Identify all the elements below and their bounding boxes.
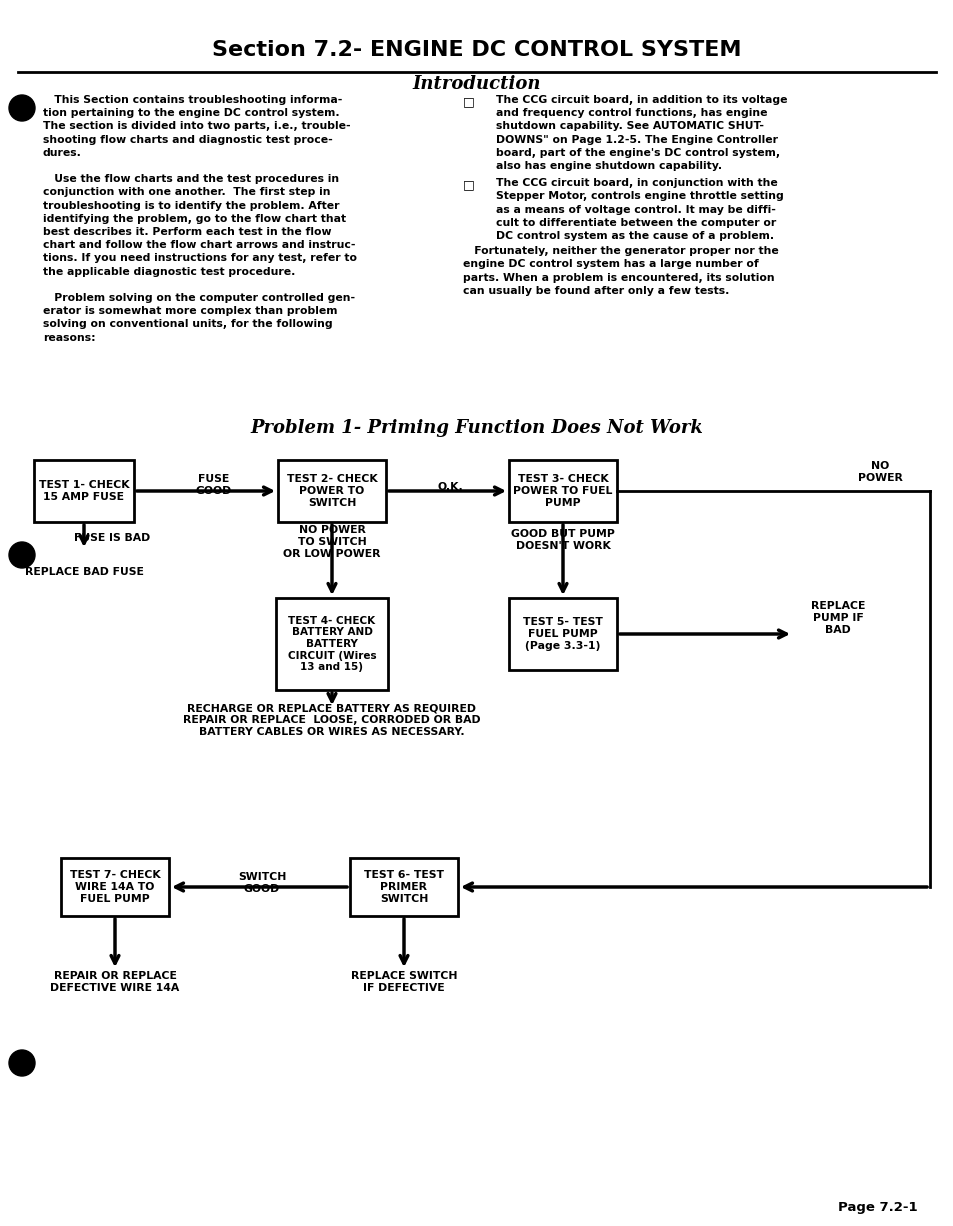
Text: SWITCH
GOOD: SWITCH GOOD [237,872,286,894]
Circle shape [9,1049,35,1076]
Text: Section 7.2- ENGINE DC CONTROL SYSTEM: Section 7.2- ENGINE DC CONTROL SYSTEM [212,40,741,60]
Text: troubleshooting is to identify the problem. After: troubleshooting is to identify the probl… [43,201,339,211]
Text: The CCG circuit board, in addition to its voltage: The CCG circuit board, in addition to it… [496,94,786,105]
Text: DOWNS" on Page 1.2-5. The Engine Controller: DOWNS" on Page 1.2-5. The Engine Control… [496,135,778,145]
Text: tions. If you need instructions for any test, refer to: tions. If you need instructions for any … [43,254,356,264]
Circle shape [9,542,35,568]
Bar [350,858,457,916]
Text: can usually be found after only a few tests.: can usually be found after only a few te… [462,286,729,295]
Text: engine DC control system has a large number of: engine DC control system has a large num… [462,260,758,270]
Text: best describes it. Perform each test in the flow: best describes it. Perform each test in … [43,227,331,237]
Text: board, part of the engine's DC control system,: board, part of the engine's DC control s… [496,148,780,158]
Text: TEST 7- CHECK
WIRE 14A TO
FUEL PUMP: TEST 7- CHECK WIRE 14A TO FUEL PUMP [70,870,160,904]
Text: REPLACE SWITCH
IF DEFECTIVE: REPLACE SWITCH IF DEFECTIVE [351,971,456,993]
Bar [34,460,133,522]
Bar [277,460,386,522]
Text: Problem 1- Priming Function Does Not Work: Problem 1- Priming Function Does Not Wor… [251,419,702,436]
Text: FUSE IS BAD: FUSE IS BAD [74,533,150,543]
Text: Use the flow charts and the test procedures in: Use the flow charts and the test procedu… [43,174,338,184]
Text: The CCG circuit board, in conjunction with the: The CCG circuit board, in conjunction wi… [496,178,777,189]
Text: and frequency control functions, has engine: and frequency control functions, has eng… [496,108,767,118]
Text: TEST 6- TEST
PRIMER
SWITCH: TEST 6- TEST PRIMER SWITCH [364,870,443,904]
Text: tion pertaining to the engine DC control system.: tion pertaining to the engine DC control… [43,108,339,118]
Text: the applicable diagnostic test procedure.: the applicable diagnostic test procedure… [43,266,295,277]
Text: GOOD BUT PUMP
DOESN'T WORK: GOOD BUT PUMP DOESN'T WORK [511,530,615,550]
Text: erator is somewhat more complex than problem: erator is somewhat more complex than pro… [43,306,337,316]
Text: NO
POWER: NO POWER [857,461,902,483]
Text: Fortunately, neither the generator proper nor the: Fortunately, neither the generator prope… [462,246,778,256]
Text: reasons:: reasons: [43,332,95,342]
Text: dures.: dures. [43,148,82,158]
Text: cult to differentiate between the computer or: cult to differentiate between the comput… [496,218,776,228]
Text: as a means of voltage control. It may be diffi-: as a means of voltage control. It may be… [496,205,775,215]
Text: TEST 3- CHECK
POWER TO FUEL
PUMP: TEST 3- CHECK POWER TO FUEL PUMP [513,474,612,508]
Text: REPAIR OR REPLACE
DEFECTIVE WIRE 14A: REPAIR OR REPLACE DEFECTIVE WIRE 14A [51,971,179,993]
Text: □: □ [462,178,475,191]
Text: REPLACE
PUMP IF
BAD: REPLACE PUMP IF BAD [810,602,864,635]
Text: RECHARGE OR REPLACE BATTERY AS REQUIRED
REPAIR OR REPLACE  LOOSE, CORRODED OR BA: RECHARGE OR REPLACE BATTERY AS REQUIRED … [183,704,480,737]
Text: FUSE
GOOD: FUSE GOOD [195,474,232,495]
Text: DC control system as the cause of a problem.: DC control system as the cause of a prob… [496,230,773,242]
Bar [275,598,388,690]
Text: identifying the problem, go to the flow chart that: identifying the problem, go to the flow … [43,213,346,224]
Text: TEST 4- CHECK
BATTERY AND
BATTERY
CIRCUIT (Wires
13 and 15): TEST 4- CHECK BATTERY AND BATTERY CIRCUI… [288,615,375,672]
Text: shutdown capability. See AUTOMATIC SHUT-: shutdown capability. See AUTOMATIC SHUT- [496,121,763,131]
Bar [509,598,617,669]
Text: shooting flow charts and diagnostic test proce-: shooting flow charts and diagnostic test… [43,135,333,145]
Bar [509,460,617,522]
Text: NO POWER
TO SWITCH
OR LOW POWER: NO POWER TO SWITCH OR LOW POWER [283,526,380,559]
Text: parts. When a problem is encountered, its solution: parts. When a problem is encountered, it… [462,272,774,283]
Text: O.K.: O.K. [436,482,462,492]
Text: This Section contains troubleshooting informa-: This Section contains troubleshooting in… [43,94,342,105]
Text: The section is divided into two parts, i.e., trouble-: The section is divided into two parts, i… [43,121,351,131]
Text: Stepper Motor, controls engine throttle setting: Stepper Motor, controls engine throttle … [496,191,783,201]
Text: chart and follow the flow chart arrows and instruc-: chart and follow the flow chart arrows a… [43,240,355,250]
Text: TEST 1- CHECK
15 AMP FUSE: TEST 1- CHECK 15 AMP FUSE [39,481,130,501]
Text: conjunction with one another.  The first step in: conjunction with one another. The first … [43,188,330,197]
Bar [61,858,169,916]
Text: TEST 5- TEST
FUEL PUMP
(Page 3.3-1): TEST 5- TEST FUEL PUMP (Page 3.3-1) [522,618,602,651]
Text: Problem solving on the computer controlled gen-: Problem solving on the computer controll… [43,293,355,303]
Text: Introduction: Introduction [413,75,540,93]
Text: REPLACE BAD FUSE: REPLACE BAD FUSE [25,566,143,577]
Circle shape [9,94,35,121]
Text: solving on conventional units, for the following: solving on conventional units, for the f… [43,320,333,330]
Text: TEST 2- CHECK
POWER TO
SWITCH: TEST 2- CHECK POWER TO SWITCH [286,474,377,508]
Text: also has engine shutdown capability.: also has engine shutdown capability. [496,161,721,170]
Text: □: □ [462,94,475,108]
Text: Page 7.2-1: Page 7.2-1 [838,1201,917,1215]
